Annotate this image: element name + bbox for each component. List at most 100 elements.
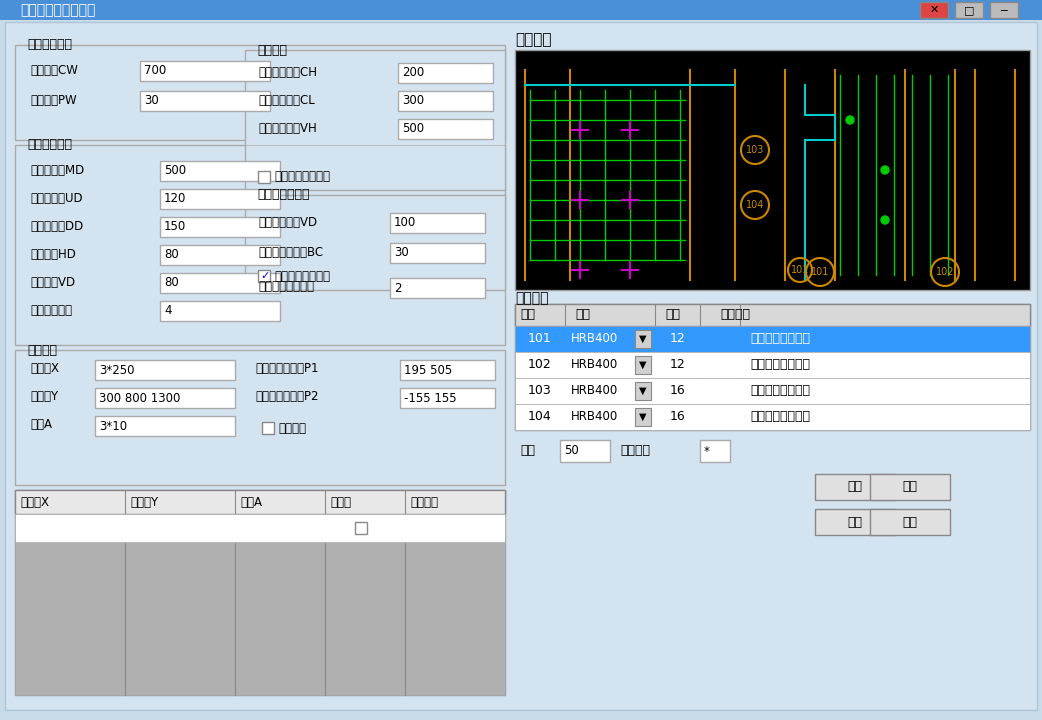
Text: 立面锚槽构造: 立面锚槽构造 — [27, 38, 72, 52]
FancyBboxPatch shape — [515, 304, 1029, 326]
Text: 断面构造: 断面构造 — [257, 43, 287, 56]
Text: 序号: 序号 — [520, 308, 535, 322]
Text: 至上缘距离UD: 至上缘距离UD — [30, 192, 82, 204]
Text: 外层钢筋保护层BC: 外层钢筋保护层BC — [258, 246, 323, 258]
FancyBboxPatch shape — [635, 382, 651, 400]
FancyBboxPatch shape — [15, 490, 505, 695]
Text: 120: 120 — [164, 192, 187, 205]
FancyBboxPatch shape — [160, 217, 280, 237]
FancyBboxPatch shape — [515, 404, 1029, 430]
FancyBboxPatch shape — [160, 301, 280, 321]
Text: 300: 300 — [402, 94, 424, 107]
FancyBboxPatch shape — [815, 474, 895, 500]
FancyBboxPatch shape — [390, 213, 485, 233]
Text: 钢筋竖向间距VD: 钢筋竖向间距VD — [258, 215, 317, 228]
Text: 竖直锚槽高度VH: 竖直锚槽高度VH — [258, 122, 317, 135]
Text: HRB400: HRB400 — [571, 410, 619, 423]
FancyBboxPatch shape — [160, 161, 280, 181]
Text: 边腹板钢束位置P1: 边腹板钢束位置P1 — [255, 362, 319, 376]
FancyBboxPatch shape — [15, 514, 505, 542]
Text: 钢束位置: 钢束位置 — [410, 495, 438, 508]
Text: 梁端封锚构造和钢筋: 梁端封锚构造和钢筋 — [20, 3, 96, 17]
Text: 水平间距HD: 水平间距HD — [30, 248, 76, 261]
FancyBboxPatch shape — [245, 195, 505, 290]
Text: 输出图形: 输出图形 — [620, 444, 650, 456]
FancyBboxPatch shape — [245, 50, 505, 190]
FancyBboxPatch shape — [515, 326, 1029, 352]
FancyBboxPatch shape — [515, 378, 1029, 404]
FancyBboxPatch shape — [95, 416, 235, 436]
Text: 钢筋说明: 钢筋说明 — [720, 308, 750, 322]
FancyBboxPatch shape — [398, 63, 493, 83]
Text: 坡口宽度PW: 坡口宽度PW — [30, 94, 77, 107]
Text: 图形显示: 图形显示 — [515, 32, 551, 48]
Text: 钢束输入: 钢束输入 — [27, 343, 57, 356]
FancyBboxPatch shape — [140, 61, 270, 81]
Text: 封锚锚下水平钢筋: 封锚锚下水平钢筋 — [750, 359, 810, 372]
Text: 100: 100 — [394, 217, 416, 230]
Text: 横向钢筋均匀布置: 横向钢筋均匀布置 — [274, 269, 330, 282]
Text: *: * — [704, 444, 710, 457]
FancyBboxPatch shape — [515, 352, 1029, 378]
FancyBboxPatch shape — [160, 273, 280, 293]
Text: 封锚混凝土线钢筋: 封锚混凝土线钢筋 — [750, 384, 810, 397]
Text: 确定: 确定 — [847, 480, 863, 493]
FancyBboxPatch shape — [390, 278, 485, 298]
FancyBboxPatch shape — [560, 440, 610, 462]
Text: 3*10: 3*10 — [99, 420, 127, 433]
FancyBboxPatch shape — [870, 509, 950, 535]
Text: 80: 80 — [164, 276, 179, 289]
Text: 102: 102 — [936, 267, 954, 277]
FancyBboxPatch shape — [15, 350, 505, 485]
Text: 角度A: 角度A — [240, 495, 262, 508]
FancyBboxPatch shape — [160, 245, 280, 265]
Text: 3*250: 3*250 — [99, 364, 134, 377]
Text: 4: 4 — [164, 305, 172, 318]
Circle shape — [880, 216, 889, 224]
FancyBboxPatch shape — [700, 440, 730, 462]
FancyBboxPatch shape — [635, 330, 651, 348]
FancyBboxPatch shape — [95, 360, 235, 380]
Text: 梁端槽口深度CH: 梁端槽口深度CH — [258, 66, 317, 78]
Text: □: □ — [964, 5, 974, 15]
Text: 竖直锚槽延至底部: 竖直锚槽延至底部 — [274, 171, 330, 184]
Text: 至端部距离MD: 至端部距离MD — [30, 163, 84, 176]
Text: ✓: ✓ — [260, 271, 270, 281]
Text: 300 800 1300: 300 800 1300 — [99, 392, 180, 405]
Text: 195 505: 195 505 — [404, 364, 452, 377]
FancyBboxPatch shape — [95, 388, 235, 408]
Text: 边腹板: 边腹板 — [330, 495, 351, 508]
Text: 16: 16 — [670, 384, 686, 397]
Text: 封锚混凝土点钢筋: 封锚混凝土点钢筋 — [750, 410, 810, 423]
Text: 至上缘Y: 至上缘Y — [130, 495, 158, 508]
Text: 102: 102 — [528, 359, 552, 372]
Text: ▼: ▼ — [639, 386, 647, 396]
Text: ▼: ▼ — [639, 360, 647, 370]
Circle shape — [846, 116, 854, 124]
Text: 封锚混凝土钢筋: 封锚混凝土钢筋 — [257, 189, 309, 202]
Text: HRB400: HRB400 — [571, 333, 619, 346]
Text: 30: 30 — [394, 246, 408, 259]
FancyBboxPatch shape — [5, 22, 1037, 710]
FancyBboxPatch shape — [262, 422, 274, 434]
FancyBboxPatch shape — [398, 91, 493, 111]
Text: 角度A: 角度A — [30, 418, 52, 431]
Text: 封锚锚下钢筋: 封锚锚下钢筋 — [27, 138, 72, 151]
Text: 直径: 直径 — [665, 308, 680, 322]
FancyBboxPatch shape — [515, 435, 1029, 465]
Text: 取消: 取消 — [902, 480, 918, 493]
Text: ─: ─ — [1000, 5, 1008, 15]
Text: 梁端槽口宽度CL: 梁端槽口宽度CL — [258, 94, 315, 107]
Text: 锚槽宽度CW: 锚槽宽度CW — [30, 63, 78, 76]
Text: 保存: 保存 — [902, 516, 918, 528]
Text: 200: 200 — [402, 66, 424, 79]
FancyBboxPatch shape — [355, 522, 367, 534]
Text: -155 155: -155 155 — [404, 392, 456, 405]
Text: 钢筋数表: 钢筋数表 — [515, 291, 548, 305]
Text: HRB400: HRB400 — [571, 359, 619, 372]
Text: 中腹板钢束位置P2: 中腹板钢束位置P2 — [255, 390, 319, 403]
Text: 至梁端X: 至梁端X — [20, 495, 49, 508]
Text: 50: 50 — [564, 444, 578, 457]
Text: ✕: ✕ — [929, 5, 939, 15]
FancyBboxPatch shape — [160, 189, 280, 209]
